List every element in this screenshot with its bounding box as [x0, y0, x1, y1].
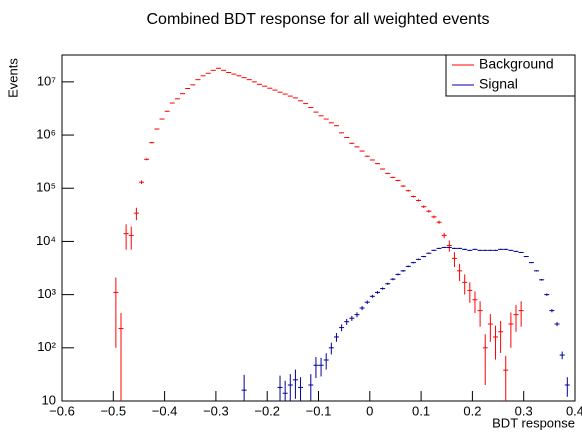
x-tick-label: 0.3	[515, 403, 533, 418]
legend-label: Background	[479, 56, 554, 72]
y-tick-label: 10⁴	[36, 233, 56, 248]
y-axis-label: Events	[5, 58, 20, 98]
y-tick-label: 10⁷	[37, 73, 56, 88]
x-tick-label: 0.1	[412, 403, 430, 418]
x-tick-label: 0.2	[463, 403, 481, 418]
x-tick-label: −0.2	[254, 403, 280, 418]
y-tick-label: 10⁵	[36, 180, 56, 195]
y-tick-label: 10²	[37, 339, 56, 354]
x-tick-label: −0.1	[306, 403, 332, 418]
x-tick-label: −0.6	[49, 403, 75, 418]
y-tick-label: 10³	[37, 286, 56, 301]
x-tick-label: −0.3	[203, 403, 229, 418]
plot-area	[113, 67, 570, 401]
x-axis-label: BDT response	[492, 415, 575, 430]
legend-label: Signal	[479, 76, 518, 92]
y-tick-label: 10	[42, 392, 56, 407]
x-tick-label: −0.5	[100, 403, 126, 418]
plot-frame	[61, 54, 576, 402]
chart-title: Combined BDT response for all weighted e…	[147, 11, 490, 28]
x-tick-label: −0.4	[152, 403, 178, 418]
legend-box	[445, 54, 576, 97]
x-tick-label: 0.4	[566, 403, 582, 418]
x-tick-label: 0	[366, 403, 373, 418]
y-tick-label: 10⁶	[36, 126, 56, 141]
